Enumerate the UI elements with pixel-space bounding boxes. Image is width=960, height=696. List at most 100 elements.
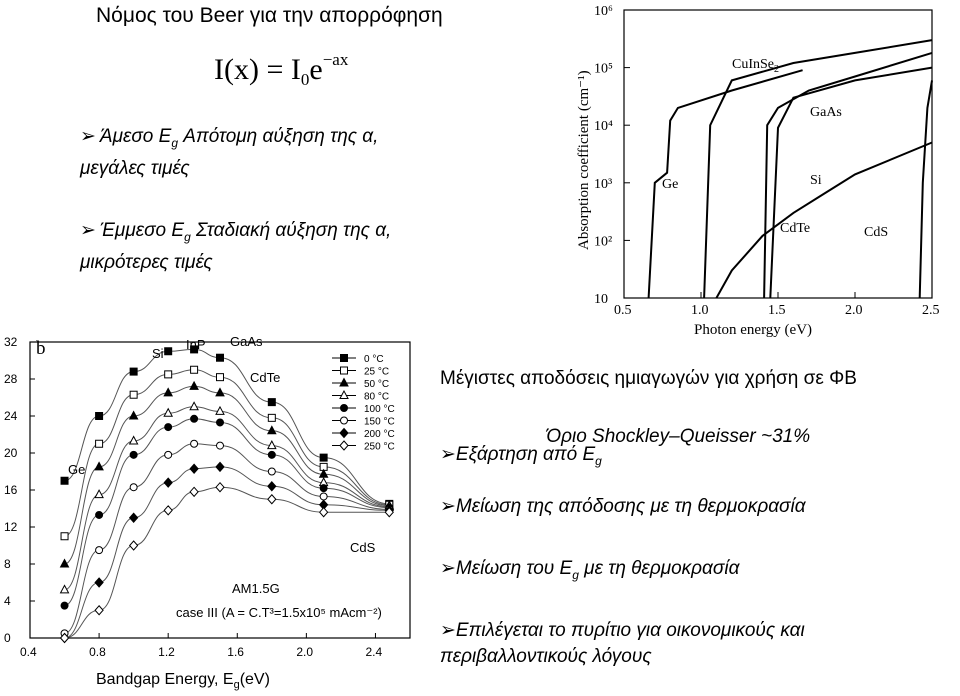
- data-point: [215, 461, 225, 473]
- bullet-direct-gap: ➢ Άμεσο Eg Απότομη αύξηση της α, μεγάλες …: [80, 126, 379, 179]
- y-tick-label: 16: [4, 483, 18, 497]
- series-label-si: Si: [810, 173, 822, 188]
- y-tick-label: 12: [4, 520, 18, 534]
- legend-marker: [339, 440, 349, 451]
- efficiency-heading: Μέγιστες αποδόσεις ημιαγωγών για χρήση σ…: [440, 368, 857, 389]
- x-tick-label: 0.5: [614, 303, 632, 318]
- arrow-bullet-icon: ➢: [440, 496, 456, 517]
- data-point: [318, 506, 329, 518]
- data-point: [267, 467, 276, 476]
- data-point: [129, 483, 138, 492]
- series-line-gaas: [763, 51, 933, 299]
- x-tick-label: 1.2: [158, 645, 175, 659]
- y-tick-label: 20: [4, 446, 18, 460]
- data-point: [95, 412, 104, 420]
- series-line-si: [715, 141, 933, 299]
- material-label-cds: CdS: [350, 540, 376, 555]
- data-point: [267, 450, 276, 459]
- y-tick-label: 8: [4, 557, 11, 571]
- data-point: [215, 387, 225, 397]
- legend-marker: [339, 389, 349, 399]
- data-point: [59, 632, 70, 644]
- data-point: [267, 398, 276, 407]
- data-point: [94, 489, 104, 499]
- data-point: [60, 601, 69, 610]
- arrow-bullet-icon: ➢: [440, 620, 456, 641]
- x-tick-label: 1.5: [768, 303, 786, 318]
- y-tick-label: 10³: [594, 177, 612, 192]
- series-label-cuinse2: CuInSe2: [732, 57, 779, 75]
- data-point: [128, 435, 139, 445]
- plot-frame: [623, 9, 933, 299]
- y-tick-label: 0: [4, 631, 11, 645]
- bullet-temp-eg: ➢Μείωση του Eg με τη θερμοκρασία: [440, 558, 740, 582]
- data-point: [95, 439, 104, 448]
- panel-label: b: [36, 338, 46, 359]
- data-point: [163, 505, 173, 516]
- data-point: [128, 512, 139, 524]
- material-label-gaas: GaAs: [230, 334, 263, 349]
- data-point: [95, 546, 104, 555]
- efficiency-curve: [64, 369, 390, 537]
- data-point: [129, 367, 138, 376]
- data-point: [266, 440, 277, 450]
- x-tick-label: 2.0: [296, 645, 313, 659]
- data-point: [60, 532, 69, 541]
- y-tick-label: 28: [4, 372, 18, 386]
- data-point: [189, 380, 199, 390]
- x-tick-label: 2.4: [365, 645, 382, 659]
- series-label-cdte: CdTe: [780, 221, 810, 236]
- y-tick-label: 10⁶: [594, 4, 613, 19]
- data-point: [164, 450, 173, 459]
- arrow-bullet-icon: ➢: [440, 444, 456, 465]
- x-tick-label: 2.0: [845, 303, 863, 318]
- series-line-cdte: [769, 66, 933, 299]
- y-tick-label: 10⁴: [594, 119, 613, 134]
- data-point: [94, 577, 104, 588]
- bullet-eg-dependence: ➢Εξάρτηση από Eg: [440, 444, 602, 468]
- series-label-gaas: GaAs: [810, 105, 842, 120]
- sq-limit: Όριο Shockley–Queisser ~31%: [546, 426, 811, 447]
- data-point: [164, 370, 173, 379]
- x-tick-label: 1.6: [227, 645, 244, 659]
- slide-title: Νόμος του Beer για την απορρόφηση: [96, 4, 443, 27]
- legend-label: 100 °C: [364, 404, 395, 415]
- legend-label: 250 °C: [364, 442, 395, 453]
- data-point: [128, 410, 139, 420]
- absorption-chart: Absorption coefficient (cm⁻¹) Photon ene…: [576, 4, 940, 338]
- series-line-ge: [647, 69, 803, 299]
- arrow-bullet-icon: ➢: [440, 558, 456, 579]
- material-label-inp: InP: [186, 337, 206, 352]
- data-point: [163, 407, 174, 417]
- data-point: [190, 365, 199, 374]
- legend-marker: [339, 427, 349, 439]
- data-point: [59, 558, 70, 568]
- data-point: [190, 414, 199, 423]
- data-point: [216, 441, 224, 450]
- legend-label: 50 °C: [364, 379, 389, 390]
- y-tick-label: 32: [4, 335, 18, 349]
- legend-marker: [340, 366, 348, 375]
- series-line-cuinse2: [703, 39, 933, 299]
- data-point: [163, 477, 173, 488]
- data-point: [59, 584, 70, 594]
- data-point: [267, 493, 277, 505]
- data-point: [60, 476, 69, 485]
- data-point: [94, 604, 104, 616]
- data-point: [319, 492, 328, 501]
- efficiency-curve: [64, 348, 390, 505]
- data-point: [94, 461, 104, 471]
- data-point: [128, 540, 139, 551]
- legend-label: 80 °C: [364, 392, 389, 403]
- data-point: [164, 423, 173, 432]
- data-point: [266, 425, 277, 435]
- x-tick-label: 0.4: [20, 645, 37, 659]
- data-point: [189, 463, 199, 474]
- bullet-indirect-gap: ➢ Έμμεσο Eg Σταδιακή αύξηση της α, μικρότ…: [80, 220, 392, 273]
- arrow-bullet-icon: ➢: [80, 126, 96, 147]
- arrow-bullet-icon: ➢: [80, 220, 96, 241]
- bullet-silicon-choice: ➢Επιλέγεται το πυρίτιο για οικονομικούς …: [440, 620, 805, 667]
- efficiency-chart: b AM1.5G case III (A = C.T³=1.5x10⁵ mAcm…: [4, 334, 411, 691]
- beer-law-formula: I(x) = I0e−ax: [214, 50, 349, 89]
- data-point: [216, 418, 224, 427]
